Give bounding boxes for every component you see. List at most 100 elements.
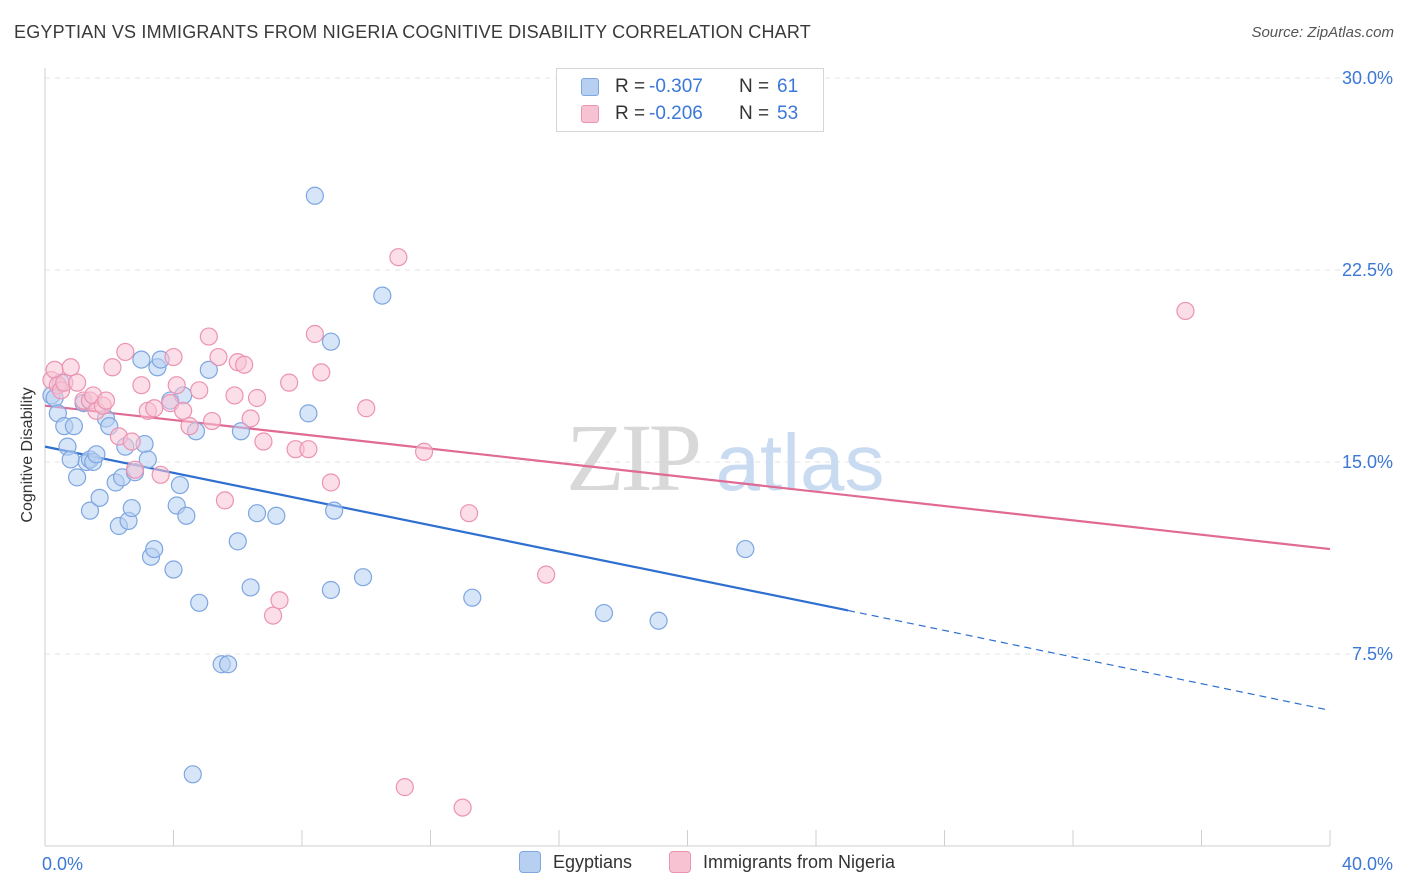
- y-tick-label: 30.0%: [1342, 68, 1393, 88]
- legend-swatch-egyptians: [581, 78, 599, 96]
- nigeria-point: [254, 432, 273, 451]
- tick-labels: 7.5% 15.0% 22.5% 30.0% 0.0% 40.0%: [42, 68, 1393, 874]
- nigeria-point: [96, 391, 116, 410]
- legend-n-value: 61: [777, 76, 799, 97]
- egyptians-point: [145, 539, 164, 559]
- watermark: ZIP atlas: [566, 404, 884, 511]
- egyptians-point: [228, 532, 247, 551]
- egyptians-point: [80, 501, 100, 520]
- legend-r-label: R =: [615, 76, 646, 97]
- nigeria-point: [459, 504, 479, 523]
- nigeria-point: [321, 473, 341, 492]
- legend-r-label: R =: [615, 103, 646, 124]
- egyptians-point: [87, 445, 106, 464]
- axes: [44, 68, 1331, 847]
- egyptians-point: [190, 593, 209, 612]
- source-label: Source: ZipAtlas.com: [1251, 24, 1394, 41]
- nigeria-point: [414, 442, 434, 461]
- watermark-zip: ZIP: [566, 404, 699, 511]
- egyptians-point: [267, 506, 286, 525]
- legend-swatch-nigeria: [669, 851, 691, 873]
- egyptians-point: [170, 475, 190, 495]
- egyptians-point: [299, 404, 318, 423]
- egyptians-point: [325, 501, 344, 520]
- nigeria-point: [209, 347, 228, 367]
- nigeria-point: [145, 399, 164, 418]
- egyptians-point: [231, 422, 251, 441]
- egyptians-point: [164, 560, 183, 579]
- nigeria-point: [151, 465, 170, 484]
- egyptians-point: [177, 506, 196, 525]
- legend-row-egyptians: R = -0.307 N = 61: [581, 75, 798, 99]
- nigeria-point: [116, 342, 135, 362]
- nigeria-point: [190, 381, 209, 400]
- legend-item-egyptians[interactable]: Egyptians: [519, 851, 632, 873]
- nigeria-point: [103, 358, 122, 377]
- nigeria-point: [270, 591, 289, 610]
- nigeria-point: [215, 491, 234, 510]
- nigeria-point: [202, 411, 222, 431]
- nigeria-point: [241, 409, 260, 428]
- nigeria-point: [68, 373, 87, 392]
- egyptians-point: [321, 580, 341, 600]
- nigeria-point: [132, 376, 151, 395]
- legend-swatch-egyptians: [519, 851, 541, 873]
- egyptians-trend-extension: [848, 609, 1331, 711]
- legend-row-nigeria: R = -0.206 N = 53: [581, 102, 798, 126]
- trend-lines: [44, 404, 1331, 711]
- egyptians-point: [132, 350, 151, 369]
- legend-label-egyptians: Egyptians: [553, 851, 633, 872]
- egyptians-trend-line: [44, 445, 849, 612]
- nigeria-point: [395, 778, 414, 797]
- egyptians-point: [736, 539, 755, 559]
- egyptians-point: [649, 611, 668, 630]
- egyptians-point: [305, 186, 324, 205]
- egyptians-point: [90, 488, 109, 507]
- x-tick-label: 0.0%: [42, 854, 83, 874]
- egyptians-point: [122, 498, 141, 518]
- nigeria-point: [537, 565, 556, 584]
- y-tick-label: 22.5%: [1342, 260, 1393, 280]
- y-tick-label: 7.5%: [1352, 644, 1393, 664]
- nigeria-point: [125, 460, 145, 479]
- nigeria-point: [122, 432, 141, 451]
- chart-title: EGYPTIAN VS IMMIGRANTS FROM NIGERIA COGN…: [14, 22, 811, 42]
- watermark-atlas: atlas: [716, 418, 885, 507]
- egyptians-point: [353, 568, 373, 587]
- nigeria-point: [305, 324, 324, 344]
- egyptians-point: [219, 655, 238, 674]
- nigeria-point: [299, 440, 318, 459]
- egyptians-point: [138, 450, 157, 469]
- legend-swatch-nigeria: [581, 105, 599, 123]
- legend-r-value: -0.307: [649, 76, 703, 97]
- egyptians-point: [68, 468, 87, 487]
- data-points: [42, 186, 1195, 817]
- legend-n-label: N =: [739, 76, 770, 97]
- nigeria-point: [1176, 301, 1195, 321]
- egyptians-point: [594, 603, 614, 623]
- egyptians-point: [463, 588, 482, 607]
- legend-r-value: -0.206: [649, 103, 703, 124]
- legend-n-label: N =: [739, 103, 770, 124]
- legend-n-value: 53: [777, 103, 799, 124]
- x-tick-label: 40.0%: [1342, 854, 1393, 874]
- nigeria-point: [61, 358, 80, 377]
- nigeria-trend-line: [44, 404, 1331, 551]
- y-tick-label: 15.0%: [1342, 452, 1393, 472]
- nigeria-point: [180, 417, 199, 436]
- legend-label-nigeria: Immigrants from Nigeria: [703, 851, 896, 872]
- nigeria-point: [389, 248, 408, 267]
- egyptians-point: [64, 417, 84, 436]
- nigeria-point: [247, 388, 267, 408]
- nigeria-point: [174, 401, 193, 420]
- nigeria-point: [235, 355, 254, 374]
- legend-item-nigeria[interactable]: Immigrants from Nigeria: [669, 851, 895, 873]
- nigeria-point: [280, 373, 299, 392]
- stats-legend: R = -0.307 N = 61 R = -0.206 N = 53: [556, 68, 824, 132]
- nigeria-point: [167, 376, 186, 395]
- nigeria-point: [312, 363, 331, 382]
- egyptians-point: [247, 504, 267, 523]
- nigeria-point: [225, 386, 244, 405]
- nigeria-point: [164, 347, 183, 367]
